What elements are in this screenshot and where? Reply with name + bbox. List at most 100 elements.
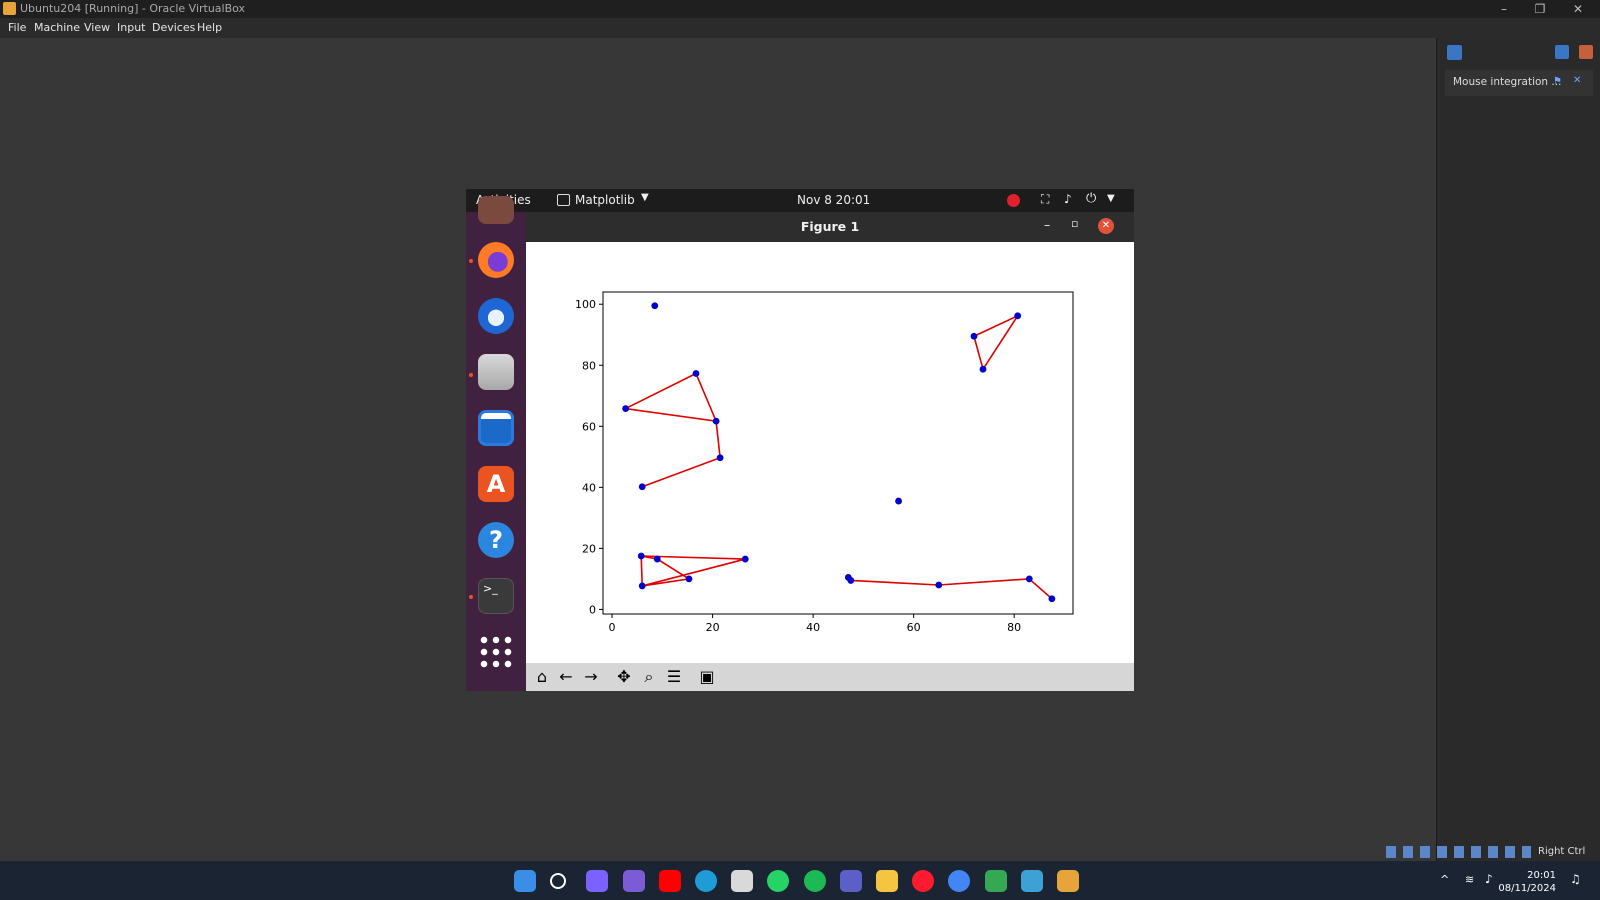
volume-icon[interactable]: ♪ bbox=[1485, 872, 1493, 886]
thunderbird-icon[interactable] bbox=[478, 298, 514, 334]
volume-icon[interactable]: ♪ bbox=[1064, 192, 1072, 206]
minimize-button[interactable]: – bbox=[1501, 2, 1507, 16]
wifi-icon[interactable]: ≋ bbox=[1465, 873, 1475, 886]
windows-start-icon[interactable] bbox=[514, 870, 536, 892]
vm-status-bar: Right Ctrl bbox=[1380, 844, 1600, 861]
copilot-icon[interactable] bbox=[586, 870, 609, 892]
close-button[interactable]: ✕ bbox=[1572, 2, 1584, 16]
notification-text: Mouse integration ... bbox=[1453, 76, 1562, 88]
edge-icon[interactable] bbox=[695, 870, 717, 892]
file-explorer-icon[interactable] bbox=[876, 870, 898, 892]
app-center-icon[interactable]: A bbox=[478, 466, 514, 502]
connecting-line-5 bbox=[847, 576, 1053, 600]
figure-maximize-button[interactable]: ▫ bbox=[1071, 217, 1079, 230]
partial-app-icon[interactable] bbox=[478, 196, 514, 224]
red-connecting-lines bbox=[622, 313, 1053, 600]
pan-icon[interactable]: ✥ bbox=[617, 667, 631, 686]
data-point-2 bbox=[622, 405, 630, 412]
pin-icon[interactable]: ⚑ bbox=[1553, 76, 1562, 87]
show-hidden-icons-chevron-icon[interactable]: ^ bbox=[1440, 873, 1450, 886]
blue-data-points bbox=[622, 302, 1056, 603]
restore-button[interactable]: ❐ bbox=[1534, 2, 1546, 16]
menu-machine[interactable]: Machine bbox=[34, 21, 81, 34]
chrome-icon[interactable] bbox=[948, 870, 971, 892]
figure-minimize-button[interactable]: – bbox=[1044, 217, 1051, 232]
windows-taskbar: ^ ≋ ♪ 20:01 08/11/2024 ♫ bbox=[0, 861, 1600, 900]
virtualbox-menubar: File Machine View Input Devices Help bbox=[0, 18, 1600, 38]
menu-file[interactable]: File bbox=[8, 21, 27, 34]
running-indicator bbox=[469, 259, 473, 263]
configure-subplots-icon[interactable]: ☰ bbox=[666, 667, 682, 686]
app-icon[interactable] bbox=[622, 870, 645, 892]
files-icon[interactable] bbox=[478, 354, 514, 390]
terminal-icon[interactable]: >_ bbox=[478, 578, 514, 614]
virtualbox-app-icon bbox=[3, 2, 16, 15]
host-key-label: Right Ctrl bbox=[1538, 846, 1586, 857]
menu-devices[interactable]: Devices bbox=[152, 21, 196, 34]
y-tick-label: 40 bbox=[582, 481, 596, 494]
taskbar-time: 20:01 bbox=[1527, 870, 1556, 881]
menu-input[interactable]: Input bbox=[117, 21, 146, 34]
data-point-11 bbox=[653, 555, 661, 563]
data-point-1 bbox=[895, 497, 902, 505]
top-bar-clock[interactable]: Nov 8 20:01 bbox=[797, 193, 871, 207]
help-icon[interactable]: ? bbox=[478, 522, 514, 558]
y-tick-label: 0 bbox=[589, 603, 596, 616]
running-indicator bbox=[469, 595, 473, 599]
figure-canvas[interactable]: 0 20 40 60 80 0 20 40 60 80 100 bbox=[526, 242, 1134, 663]
notification-item[interactable]: Mouse integration ... ⚑ ✕ bbox=[1445, 70, 1593, 96]
sort-icon[interactable] bbox=[1555, 45, 1569, 59]
data-point-4 bbox=[712, 417, 720, 425]
clear-all-icon[interactable] bbox=[1579, 45, 1593, 59]
whatsapp-icon[interactable] bbox=[767, 870, 790, 892]
search-icon[interactable] bbox=[550, 873, 567, 889]
do-not-disturb-icon[interactable] bbox=[1007, 194, 1020, 207]
connecting-line-0 bbox=[622, 372, 718, 423]
virtualbox-icon[interactable] bbox=[1057, 870, 1079, 892]
save-icon[interactable]: ▣ bbox=[699, 667, 715, 686]
y-tick-label: 100 bbox=[575, 298, 596, 311]
gnome-top-bar: Activities Matplotlib ▼ Nov 8 20:01 ⛶ ♪ … bbox=[466, 189, 1134, 212]
spotify-icon[interactable] bbox=[803, 870, 826, 892]
data-point-8 bbox=[1014, 312, 1022, 320]
back-arrow-icon[interactable]: ← bbox=[559, 667, 573, 686]
ubuntu-dock: A ? >_ bbox=[466, 196, 526, 691]
taskbar-clock[interactable]: 20:01 08/11/2024 bbox=[1498, 869, 1556, 895]
menu-view[interactable]: View bbox=[84, 21, 111, 34]
chevron-down-icon[interactable]: ▼ bbox=[641, 192, 649, 203]
figure-close-button[interactable]: ✕ bbox=[1098, 218, 1114, 234]
notification-center-icon[interactable] bbox=[1447, 45, 1462, 60]
connecting-line-1 bbox=[641, 421, 721, 488]
connecting-line-2 bbox=[973, 313, 1020, 372]
data-point-16 bbox=[847, 577, 855, 584]
forward-arrow-icon[interactable]: → bbox=[584, 667, 598, 686]
matplotlib-toolbar: ⌂ ← → ✥ ⌕ ☰ ▣ bbox=[526, 663, 1134, 691]
network-icon[interactable]: ⛶ bbox=[1041, 192, 1050, 206]
data-point-10 bbox=[637, 552, 645, 560]
youtube-icon[interactable] bbox=[658, 870, 681, 892]
zoom-icon[interactable]: ⌕ bbox=[644, 667, 654, 686]
opera-icon[interactable] bbox=[912, 870, 935, 892]
app-menu-label[interactable]: Matplotlib bbox=[575, 193, 635, 207]
notifications-bell-icon[interactable]: ♫ bbox=[1570, 872, 1581, 886]
status-indicator-icons[interactable] bbox=[1386, 846, 1531, 858]
data-point-12 bbox=[741, 555, 749, 563]
show-apps-icon[interactable] bbox=[478, 634, 514, 670]
data-point-13 bbox=[685, 575, 693, 583]
matplotlib-app-icon bbox=[557, 194, 570, 206]
home-icon[interactable]: ⌂ bbox=[536, 667, 548, 686]
y-tick-label: 80 bbox=[582, 359, 596, 372]
data-point-9 bbox=[979, 365, 987, 373]
matplotlib-figure-window: Figure 1 – ▫ ✕ 0 20 40 60 80 0 20 40 60 80 100 ⌂ … bbox=[526, 212, 1134, 691]
chrome-alt-icon[interactable] bbox=[984, 870, 1007, 892]
libreoffice-writer-icon[interactable] bbox=[478, 410, 514, 446]
teams-icon[interactable] bbox=[839, 870, 862, 892]
system-menu-chevron-icon[interactable]: ▼ bbox=[1107, 193, 1115, 204]
close-notification-icon[interactable]: ✕ bbox=[1573, 75, 1582, 86]
ubuntu-guest-screen: Activities Matplotlib ▼ Nov 8 20:01 ⛶ ♪ … bbox=[466, 189, 1134, 691]
power-icon[interactable]: ⏻ bbox=[1086, 191, 1097, 206]
vscode-icon[interactable] bbox=[1020, 870, 1043, 892]
store-icon[interactable] bbox=[731, 870, 754, 892]
firefox-icon[interactable] bbox=[478, 242, 514, 278]
menu-help[interactable]: Help bbox=[197, 21, 223, 34]
